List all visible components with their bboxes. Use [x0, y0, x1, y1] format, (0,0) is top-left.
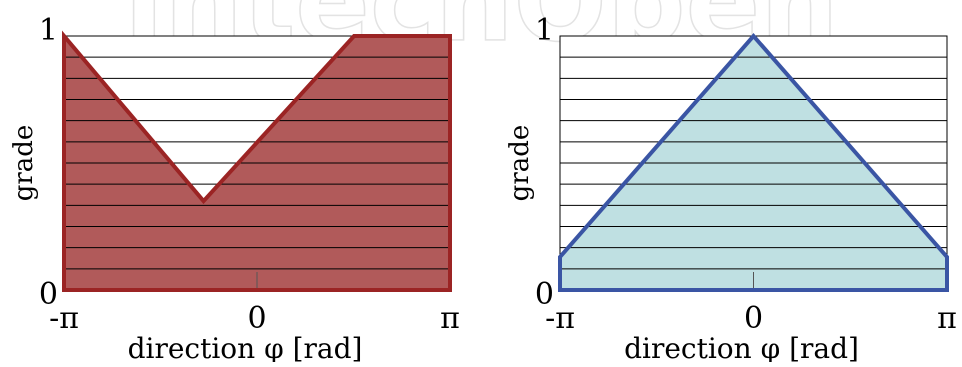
y-axis-label: grade: [9, 125, 39, 202]
y-tick-label: 1: [39, 13, 58, 48]
x-tick-label: π: [937, 301, 957, 336]
x-tick-label: π: [440, 301, 460, 336]
x-tick-label: -π: [545, 301, 575, 336]
x-axis-label: direction φ [rad]: [128, 332, 363, 362]
y-axis-label: grade: [505, 125, 535, 202]
x-tick-label: 0: [744, 301, 763, 336]
x-axis-label: direction φ [rad]: [624, 332, 859, 362]
y-tick-label: 1: [535, 13, 554, 48]
x-tick-label: -π: [49, 301, 79, 336]
x-tick-label: 0: [247, 301, 266, 336]
